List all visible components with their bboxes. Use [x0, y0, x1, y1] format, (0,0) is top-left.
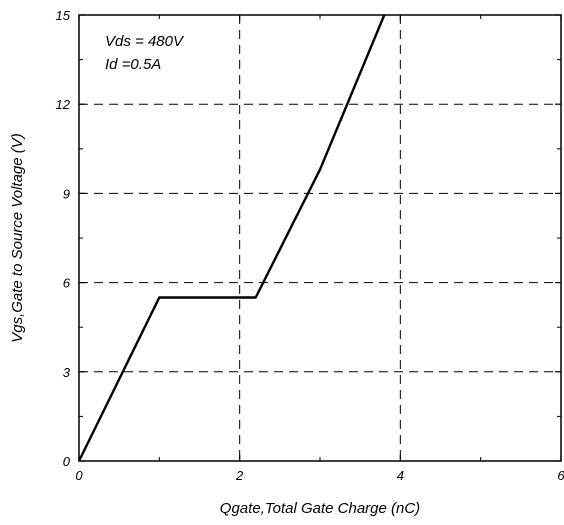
y-tick-labels: 0 3 6 9 12 15 — [56, 8, 71, 469]
y-axis-label: Vgs,Gate to Source Voltage (V) — [9, 133, 26, 343]
x-tick-labels: 0 2 4 6 — [75, 468, 564, 483]
grid-lines — [79, 15, 561, 461]
tick-marks — [78, 14, 562, 462]
y-tick-label: 12 — [56, 97, 71, 112]
annotation-vds: Vds = 480V — [105, 33, 185, 50]
y-tick-label: 3 — [63, 365, 71, 380]
x-tick-label: 2 — [235, 468, 244, 483]
y-tick-label: 0 — [63, 454, 71, 469]
y-tick-label: 15 — [56, 8, 71, 23]
y-tick-label: 6 — [63, 276, 71, 291]
x-tick-label: 0 — [75, 468, 83, 483]
y-tick-label: 9 — [63, 186, 70, 201]
series-line-vgs — [77, 14, 386, 462]
series-group — [77, 14, 386, 462]
x-tick-label: 6 — [557, 468, 564, 483]
annotation-id: Id =0.5A — [105, 56, 161, 73]
plot-frame — [78, 14, 562, 462]
x-tick-label: 4 — [397, 468, 404, 483]
x-axis-label: Qgate,Total Gate Charge (nC) — [220, 500, 420, 517]
